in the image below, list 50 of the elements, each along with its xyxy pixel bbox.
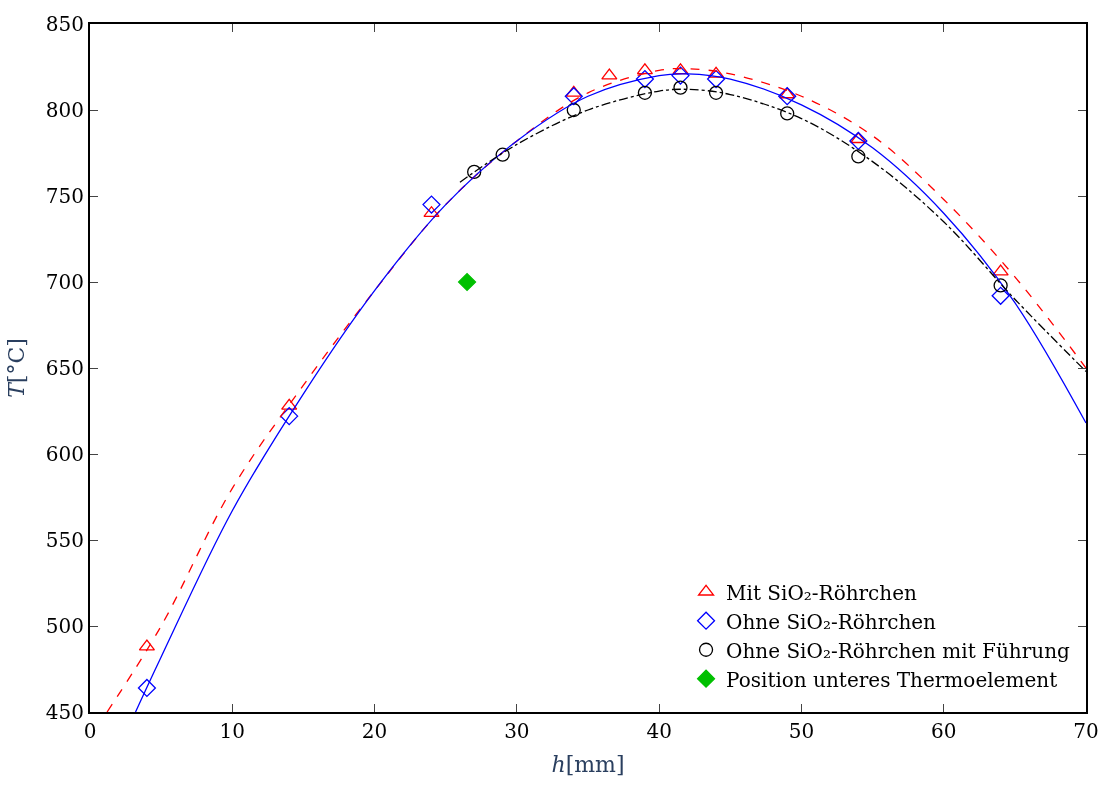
point (992, 264, 1009, 276)
y-tick-label: 550 (45, 528, 84, 552)
point (708, 85, 724, 100)
point (779, 87, 796, 99)
point (673, 80, 688, 95)
point (422, 195, 441, 214)
x-tick-label: 40 (646, 719, 672, 743)
x-tick-label: 0 (83, 719, 97, 743)
point (991, 286, 1010, 305)
y-tick-label: 700 (45, 270, 84, 294)
point (457, 272, 477, 292)
x-tick-label: 30 (504, 719, 530, 743)
point (280, 407, 299, 426)
point (601, 68, 618, 80)
y-tick-label: 850 (45, 12, 84, 36)
x-tick-label: 10 (219, 719, 246, 743)
legend-label: Position unteres Thermoelement (726, 667, 1058, 692)
point (137, 678, 157, 698)
legend-label: Mit SiO₂-Röhrchen (726, 580, 918, 605)
y-tick-label: 600 (45, 442, 84, 466)
y-tick-label: 500 (45, 614, 84, 638)
y-tick-label: 650 (45, 356, 84, 380)
point (467, 164, 482, 180)
point (850, 132, 867, 144)
point (495, 147, 510, 162)
x-axis-title: h[mm] (551, 752, 625, 778)
point (778, 87, 797, 106)
point (566, 102, 581, 118)
point (565, 85, 582, 97)
point (635, 69, 655, 89)
y-axis-title: T[°C] (4, 338, 30, 398)
y-tick-label: 800 (45, 98, 84, 122)
x-tick-label: 50 (788, 719, 815, 743)
point (671, 66, 690, 85)
point (423, 206, 440, 218)
y-tick-label: 750 (45, 184, 84, 208)
point (564, 87, 583, 106)
point (780, 106, 795, 121)
point (849, 131, 868, 151)
point (281, 398, 298, 410)
legend-label: Ohne SiO₂-Röhrchen mit Führung (726, 638, 1071, 663)
legend-label: Ohne SiO₂-Röhrchen (726, 609, 937, 634)
point (637, 85, 653, 100)
point (851, 149, 866, 164)
point (993, 278, 1008, 293)
x-tick-label: 20 (361, 719, 388, 743)
point (706, 69, 726, 89)
x-tick-label: 60 (930, 719, 957, 743)
x-tick-label: 70 (1073, 719, 1099, 743)
y-tick-label: 450 (45, 700, 84, 724)
